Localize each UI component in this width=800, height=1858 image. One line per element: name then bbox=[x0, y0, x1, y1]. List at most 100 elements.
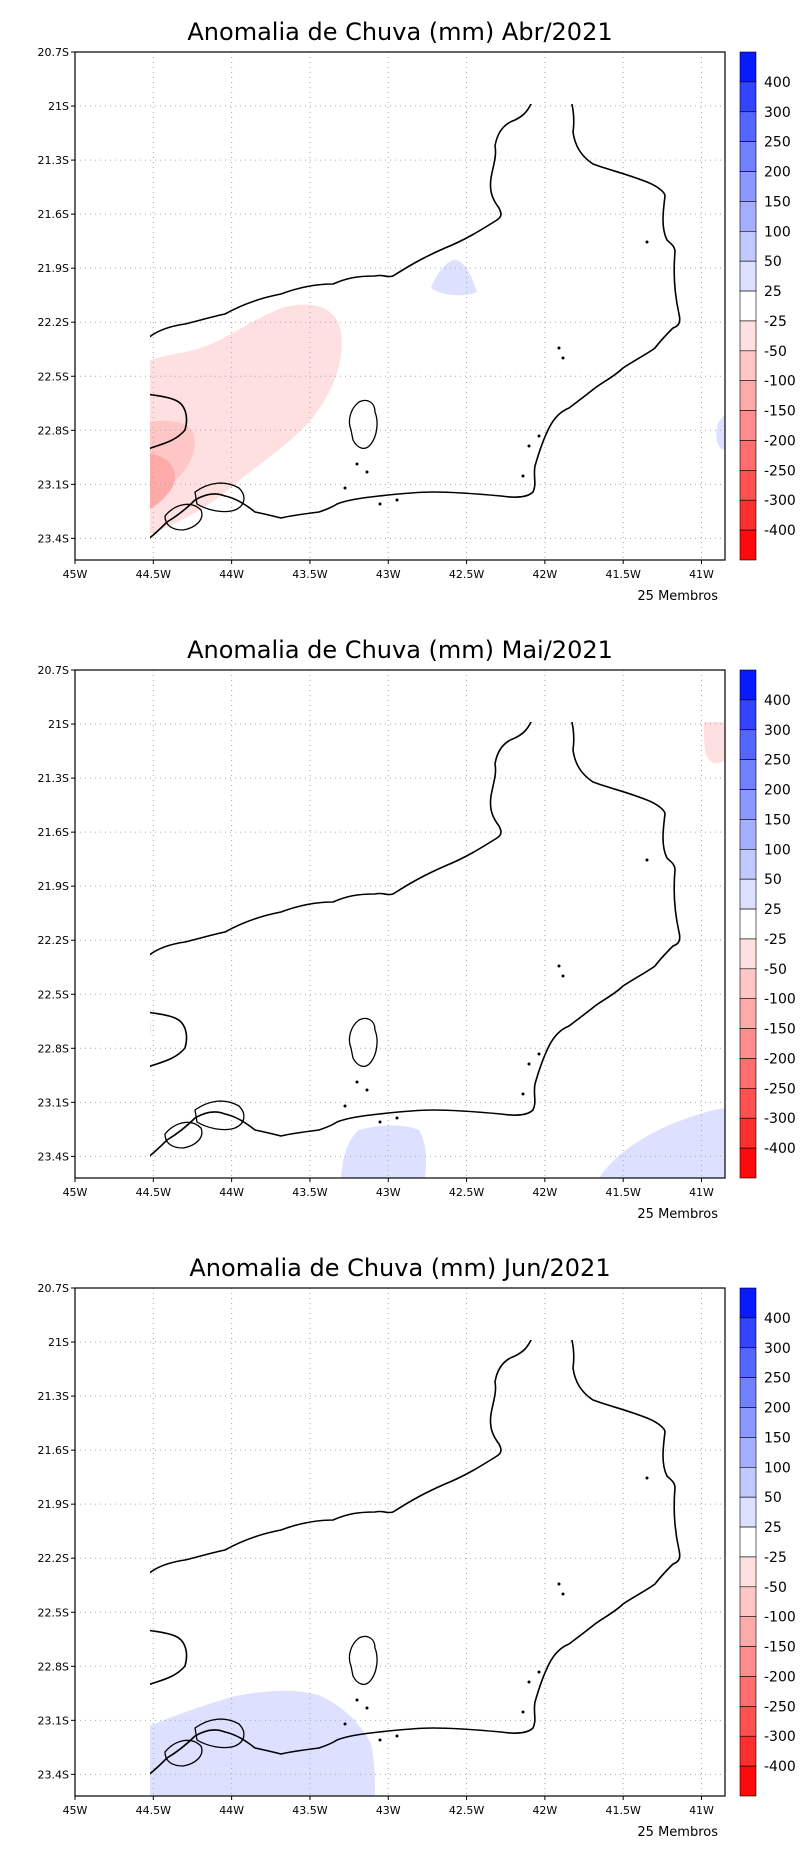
colorbar-label: 100 bbox=[764, 842, 791, 858]
y-tick-label: 22.2S bbox=[38, 934, 69, 947]
colorbar-label: 50 bbox=[764, 1490, 782, 1506]
colorbar-box bbox=[739, 499, 757, 531]
colorbar: 400 300 250 200 150 100 50 25 -25 -50 -100 -150 -200… bbox=[739, 669, 796, 1179]
y-tick-label: 21S bbox=[48, 1336, 69, 1349]
state-border bbox=[150, 393, 188, 450]
colorbar-label: -300 bbox=[764, 1729, 796, 1745]
island bbox=[365, 1088, 369, 1092]
y-tick-label: 20.7S bbox=[38, 46, 69, 59]
colorbar-label: 150 bbox=[764, 1430, 791, 1446]
x-tick-label: 41.5W bbox=[606, 1804, 641, 1817]
x-tick-label: 44W bbox=[219, 1186, 244, 1199]
colorbar-box bbox=[739, 1287, 757, 1319]
bay-outline bbox=[194, 1718, 245, 1749]
x-tick-label: 44.5W bbox=[136, 1186, 171, 1199]
y-tick-label: 23.4S bbox=[38, 532, 69, 545]
colorbar-label: -100 bbox=[764, 1610, 796, 1626]
colorbar-box bbox=[739, 1147, 757, 1179]
y-tick-label: 23.4S bbox=[38, 1150, 69, 1163]
colorbar-box bbox=[739, 1526, 757, 1558]
y-tick-label: 20.7S bbox=[38, 1282, 69, 1295]
colorbar-label: 250 bbox=[764, 135, 791, 151]
colorbar-label: -400 bbox=[764, 1141, 796, 1157]
island bbox=[557, 964, 561, 968]
colorbar-box bbox=[739, 848, 757, 880]
colorbar-box bbox=[739, 1377, 757, 1408]
y-tick-label: 20.7S bbox=[38, 664, 69, 677]
colorbar-label: 200 bbox=[764, 783, 791, 799]
colorbar-box bbox=[739, 1028, 757, 1059]
colorbar-box bbox=[739, 230, 757, 262]
map-panel-may: Anomalia de Chuva (mm) Mai/2021 45W 44.5W… bbox=[0, 618, 800, 1236]
island bbox=[521, 1092, 525, 1096]
island bbox=[343, 1722, 347, 1726]
colorbar-box bbox=[739, 1347, 757, 1378]
x-tick-label: 42.5W bbox=[449, 568, 484, 581]
x-tick-label: 44.5W bbox=[136, 1804, 171, 1817]
colorbar-label: -300 bbox=[764, 493, 796, 509]
colorbar-box bbox=[739, 440, 757, 471]
y-tick-label: 21.6S bbox=[38, 208, 69, 221]
colorbar-label: 150 bbox=[764, 812, 791, 828]
colorbar-box bbox=[739, 1676, 757, 1707]
colorbar-label: 200 bbox=[764, 1401, 791, 1417]
island bbox=[645, 240, 649, 244]
island bbox=[521, 1710, 525, 1714]
island bbox=[395, 1734, 399, 1738]
x-tick-label: 43W bbox=[376, 568, 401, 581]
x-tick-label: 43W bbox=[376, 1186, 401, 1199]
island bbox=[378, 1120, 382, 1124]
anomaly-region bbox=[599, 1108, 725, 1178]
x-tick-label: 44W bbox=[219, 1804, 244, 1817]
coastline bbox=[150, 104, 681, 539]
colorbar-box bbox=[739, 81, 757, 113]
colorbar-label: -400 bbox=[764, 523, 796, 539]
colorbar-label: -25 bbox=[764, 1550, 787, 1566]
island bbox=[537, 1052, 541, 1056]
colorbar-box bbox=[739, 1117, 757, 1149]
y-tick-label: 21S bbox=[48, 100, 69, 113]
x-tick-label: 45W bbox=[63, 1186, 88, 1199]
x-tick-label: 42W bbox=[532, 568, 557, 581]
y-tick-label: 22.2S bbox=[38, 1552, 69, 1565]
island bbox=[521, 474, 525, 478]
y-tick-label: 21.6S bbox=[38, 1444, 69, 1457]
x-tick-label: 44.5W bbox=[136, 568, 171, 581]
bay-outline bbox=[164, 1739, 203, 1767]
island bbox=[557, 346, 561, 350]
colorbar-label: 150 bbox=[764, 194, 791, 210]
y-tick-label: 21.3S bbox=[38, 772, 69, 785]
x-tick-label: 41.5W bbox=[606, 568, 641, 581]
island bbox=[365, 1706, 369, 1710]
map-title: Anomalia de Chuva (mm) Mai/2021 bbox=[187, 636, 613, 664]
island bbox=[355, 462, 359, 466]
island bbox=[343, 1104, 347, 1108]
colorbar-label: -25 bbox=[764, 314, 787, 330]
y-tick-label: 22.8S bbox=[38, 1042, 69, 1055]
colorbar-box bbox=[739, 998, 757, 1029]
anomaly-region bbox=[703, 722, 725, 764]
island bbox=[395, 498, 399, 502]
colorbar-box bbox=[739, 699, 757, 731]
colorbar-box bbox=[739, 51, 757, 83]
colorbar-label: -250 bbox=[764, 1081, 796, 1097]
colorbar-box bbox=[739, 171, 757, 202]
colorbar-box bbox=[739, 410, 757, 441]
x-tick-label: 43.5W bbox=[292, 1804, 327, 1817]
colorbar-box bbox=[739, 470, 757, 501]
state-border bbox=[150, 1011, 188, 1068]
colorbar-box bbox=[739, 759, 757, 790]
island bbox=[378, 1738, 382, 1742]
island bbox=[664, 1299, 667, 1302]
island bbox=[527, 444, 531, 448]
x-tick-label: 43.5W bbox=[292, 568, 327, 581]
colorbar-label: -150 bbox=[764, 1640, 796, 1656]
map-frame bbox=[74, 1287, 726, 1797]
anomaly-region bbox=[341, 1125, 427, 1178]
colorbar: 400 300 250 200 150 100 50 25 -25 -50 -100 -150 -200… bbox=[739, 1287, 796, 1797]
colorbar-box bbox=[739, 729, 757, 760]
bay-outline bbox=[348, 399, 378, 450]
island bbox=[561, 1592, 565, 1596]
colorbar-label: -150 bbox=[764, 1022, 796, 1038]
x-tick-label: 44W bbox=[219, 568, 244, 581]
